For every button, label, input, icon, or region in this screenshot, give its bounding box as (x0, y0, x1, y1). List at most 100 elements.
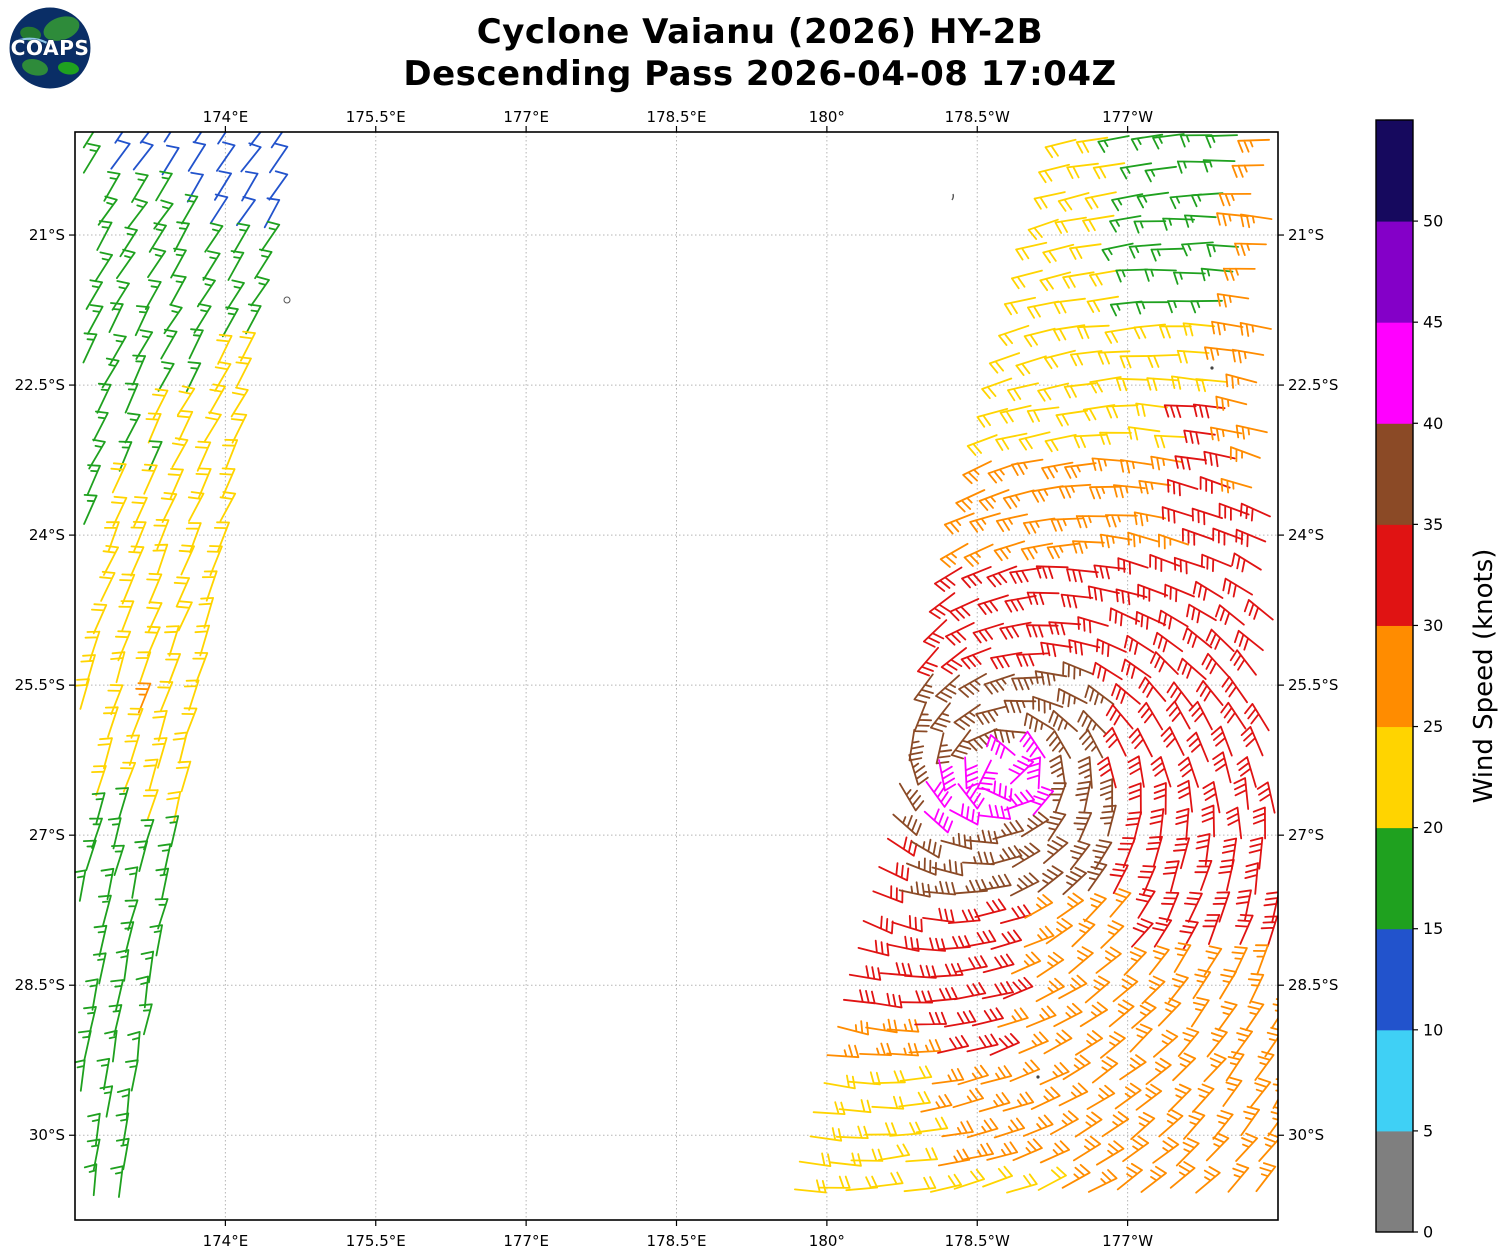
x-tick-label-bottom: 175.5°E (345, 1232, 406, 1250)
wind-barb (1033, 191, 1066, 210)
wind-barb (981, 377, 1013, 400)
map-plot-area (69, 126, 1284, 1226)
wind-barb (124, 382, 139, 414)
wind-barb (1026, 406, 1060, 423)
wind-barb (1049, 754, 1067, 788)
wind-barb (152, 710, 168, 742)
wind-barb (952, 1087, 984, 1109)
wind-barb (110, 651, 126, 684)
wind-barb (1159, 325, 1192, 339)
wind-barb (82, 142, 101, 174)
wind-barb (1199, 476, 1231, 494)
wind-barb (146, 572, 163, 604)
y-tick-label-left: 28.5°S (14, 976, 65, 995)
wind-barb (1225, 806, 1243, 840)
wind-barb (1161, 891, 1180, 923)
wind-barb (108, 302, 124, 333)
wind-barb (82, 332, 98, 364)
wind-barb (147, 247, 167, 278)
wind-barb (1045, 917, 1073, 945)
wind-barb (254, 248, 273, 280)
wind-barb (115, 787, 129, 819)
wind-barb (1077, 616, 1109, 634)
wind-barb (1152, 133, 1185, 150)
wind-barb (1073, 1135, 1102, 1162)
wind-barb (1177, 756, 1199, 788)
wind-barb (1108, 999, 1135, 1028)
wind-barb (1105, 404, 1139, 419)
wind-barb (152, 737, 168, 769)
wind-barb (1039, 1140, 1070, 1164)
wind-barb (240, 142, 262, 173)
wind-barb (930, 962, 964, 978)
wind-barb (1077, 710, 1106, 734)
wind-barb (1077, 756, 1093, 789)
wind-barb (140, 950, 155, 984)
wind-barb (1099, 804, 1117, 837)
wind-barb (1122, 1135, 1150, 1163)
wind-barb (149, 924, 163, 957)
wind-barb (1190, 192, 1224, 208)
wind-barb (1133, 511, 1166, 527)
wind-barb (208, 383, 226, 415)
wind-barb (981, 981, 1014, 1000)
wind-barb (935, 732, 953, 765)
wind-barb (1026, 1005, 1057, 1028)
wind-barb (209, 193, 229, 225)
wind-barb (1177, 779, 1193, 813)
wind-barb (1011, 676, 1044, 691)
wind-barb (269, 142, 289, 174)
colorbar-segment (1376, 1130, 1413, 1233)
wind-barb (107, 817, 122, 850)
wind-barb (75, 1059, 86, 1092)
wind-barb (94, 251, 113, 283)
wind-barb (1000, 904, 1032, 924)
wind-barb (1173, 271, 1206, 285)
wind-barb (1119, 1054, 1147, 1081)
wind-barb (887, 836, 918, 857)
wind-barb (1082, 214, 1115, 232)
wind-barb (877, 1143, 911, 1161)
wind-barb (1204, 346, 1237, 361)
wind-barb (898, 881, 931, 898)
x-tick-label-bottom: 180° (808, 1232, 845, 1250)
wind-barb (913, 701, 932, 733)
wind-barb (1162, 217, 1195, 231)
wind-barb (260, 220, 281, 252)
wind-barb (1145, 1057, 1172, 1086)
wind-barb (886, 1018, 920, 1033)
wind-barb (1133, 220, 1167, 234)
wind-barb (92, 410, 109, 442)
island-mark (1036, 1075, 1040, 1079)
wind-barb (1157, 997, 1182, 1027)
wind-barb (1263, 891, 1278, 924)
wind-barb (175, 760, 192, 793)
wind-barb (798, 1152, 832, 1167)
wind-barb (85, 978, 99, 1011)
colorbar-tick-label: 30 (1423, 616, 1443, 635)
wind-barb (245, 303, 262, 335)
wind-barb (899, 1065, 933, 1082)
wind-barb (1260, 915, 1278, 947)
wind-barb (1235, 914, 1254, 945)
wind-barb (969, 512, 1001, 533)
wind-barb (155, 170, 173, 202)
wind-barb (978, 804, 1012, 820)
island-marks (283, 193, 1214, 1079)
wind-barb (1150, 455, 1183, 471)
wind-barb (1212, 891, 1231, 923)
wind-barb (1182, 627, 1213, 649)
wind-barb (1240, 726, 1264, 757)
wind-barb (1015, 241, 1048, 261)
wind-barb (1092, 162, 1126, 180)
wind-barb (911, 838, 942, 859)
wind-barb (1054, 216, 1087, 234)
wind-barb (862, 915, 894, 935)
wind-barb (85, 279, 103, 310)
wind-barb (134, 305, 150, 337)
colorbar-tick-label: 10 (1423, 1020, 1443, 1039)
wind-barb (1222, 577, 1253, 598)
wind-barb (124, 899, 139, 931)
wind-barb (127, 707, 144, 739)
wind-barb (1133, 323, 1166, 340)
